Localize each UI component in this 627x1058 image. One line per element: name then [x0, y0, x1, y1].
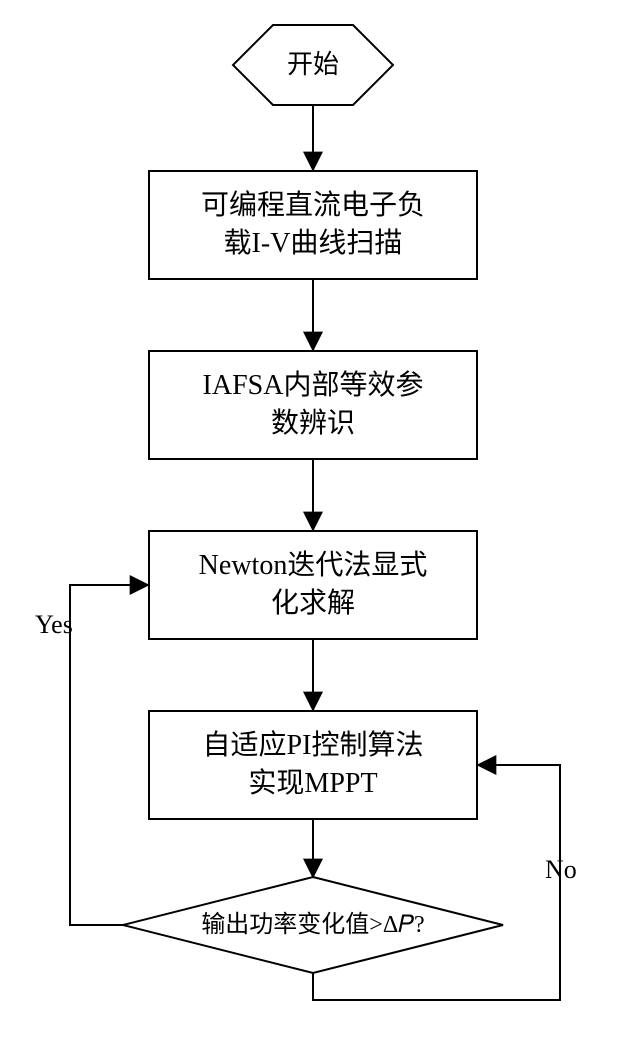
no-label: No — [545, 855, 577, 885]
no-text: No — [545, 855, 577, 884]
iafsa-node: IAFSA内部等效参 数辨识 — [148, 350, 478, 460]
pi-node: 自适应PI控制算法 实现MPPT — [148, 710, 478, 820]
scan-node: 可编程直流电子负 载I-V曲线扫描 — [148, 170, 478, 280]
yes-label: Yes — [35, 610, 73, 640]
pi-label: 自适应PI控制算法 实现MPPT — [203, 727, 424, 803]
flowchart-canvas: 开始 可编程直流电子负 载I-V曲线扫描 IAFSA内部等效参 数辨识 Newt… — [0, 0, 627, 1058]
decision-label: 输出功率变化值>Δ𝑃? — [201, 909, 424, 941]
iafsa-label: IAFSA内部等效参 数辨识 — [203, 367, 424, 443]
edge-yes — [70, 585, 148, 925]
newton-label: Newton迭代法显式 化求解 — [199, 547, 428, 623]
start-node: 开始 — [233, 25, 393, 105]
decision-node: 输出功率变化值>Δ𝑃? — [123, 877, 503, 973]
yes-text: Yes — [35, 610, 73, 639]
newton-node: Newton迭代法显式 化求解 — [148, 530, 478, 640]
scan-label: 可编程直流电子负 载I-V曲线扫描 — [201, 187, 425, 263]
start-label: 开始 — [287, 47, 339, 82]
